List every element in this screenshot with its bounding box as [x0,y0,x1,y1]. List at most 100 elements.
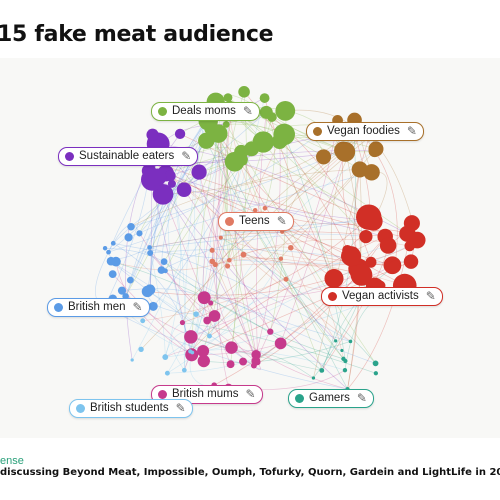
network-node [275,100,296,121]
vegan-foodies-label: Vegan foodies [327,125,400,137]
network-node [222,121,230,128]
network-node [259,105,273,119]
gamers-label: Gamers [309,392,350,404]
network-node [252,207,258,213]
network-node [167,179,176,188]
network-edge [209,236,386,337]
network-edge [194,122,210,337]
tag-deals-moms[interactable]: Deals moms ✎ [151,102,260,121]
network-edge [192,161,244,353]
network-edge [229,246,291,261]
network-edge [264,97,335,279]
network-node [278,256,284,261]
deals-moms-label: Deals moms [172,105,236,117]
network-node [259,93,270,103]
network-edge [164,330,210,358]
network-node [319,368,325,373]
british-men-label: British men [68,301,126,313]
british-men-dot [54,303,63,312]
network-node [225,341,238,354]
network-node [343,358,348,364]
network-edge [164,175,182,358]
network-node [197,345,210,358]
network-node [190,350,195,355]
pencil-icon[interactable]: ✎ [132,300,143,314]
network-node [164,170,176,182]
network-node [324,268,344,289]
network-node [340,348,344,352]
pencil-icon[interactable]: ✎ [276,214,287,228]
network-edge [203,341,351,363]
british-mums-dot [158,390,167,399]
pencil-icon[interactable]: ✎ [242,104,253,118]
network-edge [140,136,370,350]
network-node [146,128,159,141]
network-edge [216,108,234,389]
network-node [267,328,274,335]
network-node [197,291,211,305]
network-node [176,182,192,198]
network-edge [204,296,271,332]
network-node [311,376,316,380]
network-edge [283,134,346,362]
audience-network-graph [95,86,426,393]
deals-moms-dot [158,107,167,116]
british-mums-label: British mums [172,388,239,400]
pencil-icon[interactable]: ✎ [181,149,192,163]
network-node [225,263,231,269]
network-node [163,268,168,274]
network-node [403,215,420,232]
network-edge [211,250,258,363]
network-node [283,276,289,282]
network-node [191,164,207,180]
network-edge [190,274,362,338]
tag-gamers[interactable]: Gamers ✎ [288,389,374,408]
network-node [365,256,377,268]
network-edge [228,141,280,261]
tag-vegan-foodies[interactable]: Vegan foodies ✎ [306,122,424,141]
network-node [138,346,144,352]
network-edge [125,129,211,297]
network-edge [190,169,361,352]
network-node [147,245,152,250]
network-edge [205,140,344,360]
pencil-icon[interactable]: ✎ [356,391,367,405]
pencil-icon[interactable]: ✎ [425,289,436,303]
network-node [350,264,373,286]
page-title: 15 fake meat audience [0,22,274,47]
network-node [136,230,143,237]
network-node [356,204,382,230]
network-node [348,339,353,344]
british-students-dot [76,404,85,413]
network-edge [213,111,258,363]
network-edge [161,233,366,271]
vegan-activists-dot [328,292,337,301]
pencil-icon[interactable]: ✎ [245,387,256,401]
network-node [244,141,259,157]
network-edge [204,264,393,299]
network-node [275,137,286,148]
network-edge [147,291,210,337]
network-edge [161,269,351,342]
network-edge [215,264,257,362]
network-node [342,367,348,373]
network-edge [198,171,257,362]
gamers-dot [295,394,304,403]
tag-british-men[interactable]: British men ✎ [47,298,150,317]
network-edge [190,336,322,371]
tag-sustainable-eaters[interactable]: Sustainable eaters ✎ [58,147,199,166]
network-edge [227,263,405,286]
network-node [372,360,379,367]
network-node [208,310,221,322]
network-node [164,370,170,376]
pencil-icon[interactable]: ✎ [406,124,417,138]
pencil-icon[interactable]: ✎ [175,401,186,415]
network-node [251,349,261,360]
network-node [223,93,233,102]
network-edge [149,216,369,248]
tag-british-students[interactable]: British students ✎ [69,399,193,418]
tag-teens[interactable]: Teens ✎ [218,212,294,231]
network-node [102,246,108,251]
tag-vegan-activists[interactable]: Vegan activists ✎ [321,287,443,306]
network-node [148,168,167,187]
